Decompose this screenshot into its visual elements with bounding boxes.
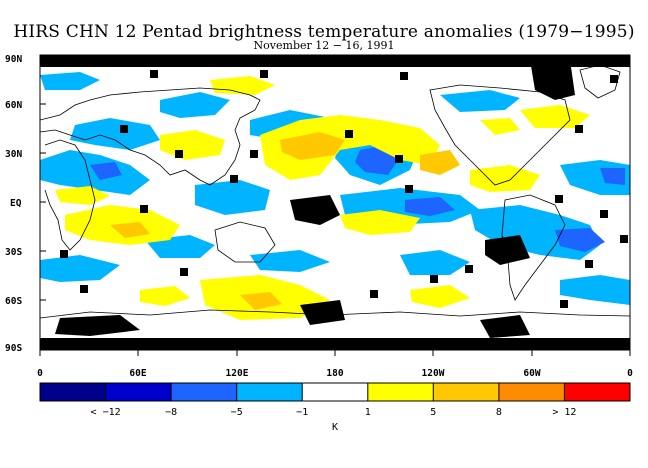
coastline-south-america xyxy=(501,194,566,301)
lat-label-30s: 30S xyxy=(5,247,22,258)
colorbar-swatch-5 xyxy=(367,383,434,401)
colorbar: < −12 −8 −5 −1 1 5 8 > 12 K xyxy=(39,382,631,433)
map-panel xyxy=(40,55,630,350)
colorbar-swatch-6 xyxy=(433,383,499,401)
lon-label-120e: 120E xyxy=(226,368,249,379)
lon-label-120w: 120W xyxy=(422,368,445,379)
colorbar-label-3: −1 xyxy=(296,407,308,418)
lat-label-90s: 90S xyxy=(5,343,22,354)
lat-label-60s: 60S xyxy=(5,296,22,307)
strong-warm-anomaly-regions xyxy=(110,132,460,310)
colorbar-swatch-4 xyxy=(302,383,368,401)
coastline-africa xyxy=(44,139,96,251)
lat-label-60n: 60N xyxy=(5,100,22,111)
lon-label-180: 180 xyxy=(326,368,343,379)
colorbar-label-1: −8 xyxy=(165,407,177,418)
lon-label-60w: 60W xyxy=(523,368,540,379)
colorbar-dividers xyxy=(105,383,565,401)
coastline-greenland xyxy=(579,64,621,99)
colorbar-swatch-0 xyxy=(40,383,106,401)
missing-data-regions xyxy=(40,55,630,350)
colorbar-swatch-8 xyxy=(564,383,630,401)
map-title: HIRS CHN 12 Pentad brightness temperatur… xyxy=(13,22,635,42)
colorbar-label-4: 1 xyxy=(365,407,371,418)
coastline-australia xyxy=(214,221,276,263)
coastline-antarctica xyxy=(40,309,630,319)
lon-ticks xyxy=(39,350,631,356)
colorbar-label-7: > 12 xyxy=(552,407,576,418)
map-subtitle: November 12 − 16, 1991 xyxy=(253,39,395,52)
colorbar-label-5: 5 xyxy=(430,407,436,418)
colorbar-swatch-2 xyxy=(171,383,237,401)
colorbar-frame xyxy=(39,382,631,402)
lat-label-eq: EQ xyxy=(10,198,22,209)
coastline-europe-asia xyxy=(40,87,261,186)
colorbar-swatch-7 xyxy=(498,383,565,401)
colorbar-label-6: 8 xyxy=(496,407,502,418)
lon-label-0-left: 0 xyxy=(37,368,43,379)
coastlines xyxy=(40,64,630,319)
colorbar-swatch-1 xyxy=(105,383,172,401)
lat-label-90n: 90N xyxy=(5,54,22,65)
colorbar-unit: K xyxy=(332,422,338,433)
colorbar-swatch-3 xyxy=(236,383,303,401)
lon-label-0-right: 0 xyxy=(627,368,633,379)
colorbar-label-2: −5 xyxy=(231,407,243,418)
lon-label-60e: 60E xyxy=(129,368,146,379)
coastline-north-america xyxy=(429,84,571,186)
colorbar-label-0: < −12 xyxy=(91,407,121,418)
lat-label-30n: 30N xyxy=(5,149,22,160)
lat-ticks xyxy=(40,56,46,349)
